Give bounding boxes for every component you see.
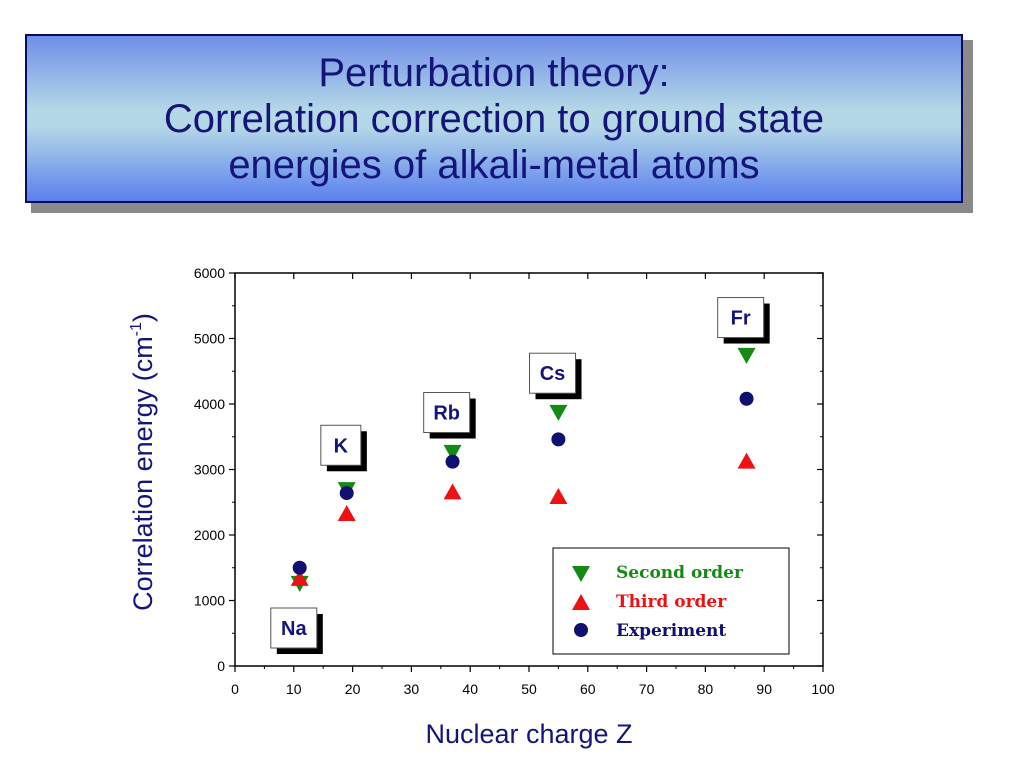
y-tick-label: 1000 xyxy=(194,593,225,609)
title-box: Perturbation theory: Correlation correct… xyxy=(25,34,963,203)
element-label-box xyxy=(270,607,318,649)
element-label-text: Fr xyxy=(731,308,751,330)
element-annotations: Na K Rb Cs Fr xyxy=(270,297,770,655)
x-tick-label: 0 xyxy=(231,681,239,697)
y-axis-title-sup: -1 xyxy=(128,322,145,336)
point-experiment xyxy=(445,454,460,469)
x-tick-label: 10 xyxy=(286,681,302,697)
x-tick-label: 30 xyxy=(404,681,420,697)
legend-marker-third-order xyxy=(572,594,590,610)
point-experiment xyxy=(292,560,307,575)
y-axis-title: Correlation energy (cm-1) xyxy=(128,313,158,611)
y-tick-label: 2000 xyxy=(194,527,225,543)
legend: Second order Third order Experiment xyxy=(552,547,790,655)
title-line-3: energies of alkali-metal atoms xyxy=(228,142,760,187)
element-label-k: K xyxy=(320,424,367,472)
element-label-box xyxy=(717,297,765,339)
tick-labels: 0 10 20 30 40 50 60 70 80 90 100010002000300040005… xyxy=(194,265,835,697)
point-experiment xyxy=(551,432,566,447)
y-tick-label: 3000 xyxy=(194,462,225,478)
legend-box xyxy=(552,547,790,655)
x-tick-label: 20 xyxy=(345,681,361,697)
x-tick-label: 70 xyxy=(639,681,655,697)
y-axis-title-main: Correlation energy (cm xyxy=(128,336,158,611)
point-second-order xyxy=(443,444,462,461)
element-label-cs: Cs xyxy=(529,352,582,400)
x-tick-label: 40 xyxy=(462,681,478,697)
title-line-2: Correlation correction to ground state xyxy=(163,96,825,141)
point-third-order xyxy=(549,488,568,505)
legend-label-third-order: Third order xyxy=(616,592,727,612)
legend-marker-second-order xyxy=(572,566,590,582)
point-experiment xyxy=(739,391,754,406)
y-tick-label: 5000 xyxy=(194,331,225,347)
y-tick-label: 0 xyxy=(217,658,225,674)
point-third-order xyxy=(290,569,309,586)
data-markers xyxy=(290,347,756,592)
x-axis-title: Nuclear charge Z xyxy=(425,719,632,749)
y-axis-title-close: ) xyxy=(128,313,158,322)
point-third-order xyxy=(737,452,756,469)
y-tick-label: 6000 xyxy=(194,265,225,281)
legend-label-experiment: Experiment xyxy=(616,621,726,641)
x-tick-label: 90 xyxy=(756,681,772,697)
element-label-box xyxy=(529,352,577,394)
element-label-text: Rb xyxy=(433,403,460,425)
element-label-box xyxy=(320,424,362,466)
y-tick-label: 4000 xyxy=(194,396,225,412)
point-experiment xyxy=(339,486,354,501)
element-label-na: Na xyxy=(270,607,323,655)
point-third-order xyxy=(337,505,356,522)
element-label-box xyxy=(423,392,471,434)
element-label-text: K xyxy=(334,435,349,457)
element-label-rb: Rb xyxy=(423,392,476,439)
legend-label-second-order: Second order xyxy=(616,563,744,583)
element-label-fr: Fr xyxy=(717,297,770,344)
point-second-order xyxy=(549,404,568,421)
x-tick-label: 50 xyxy=(521,681,537,697)
element-label-text: Na xyxy=(281,618,307,640)
point-second-order xyxy=(737,347,756,364)
point-third-order xyxy=(443,483,462,500)
x-tick-label: 100 xyxy=(811,681,835,697)
title-line-1: Perturbation theory: xyxy=(318,50,670,95)
legend-marker-experiment xyxy=(574,623,588,637)
ticks xyxy=(229,272,824,672)
x-tick-label: 60 xyxy=(580,681,596,697)
element-label-text: Cs xyxy=(540,363,566,385)
x-tick-label: 80 xyxy=(698,681,714,697)
